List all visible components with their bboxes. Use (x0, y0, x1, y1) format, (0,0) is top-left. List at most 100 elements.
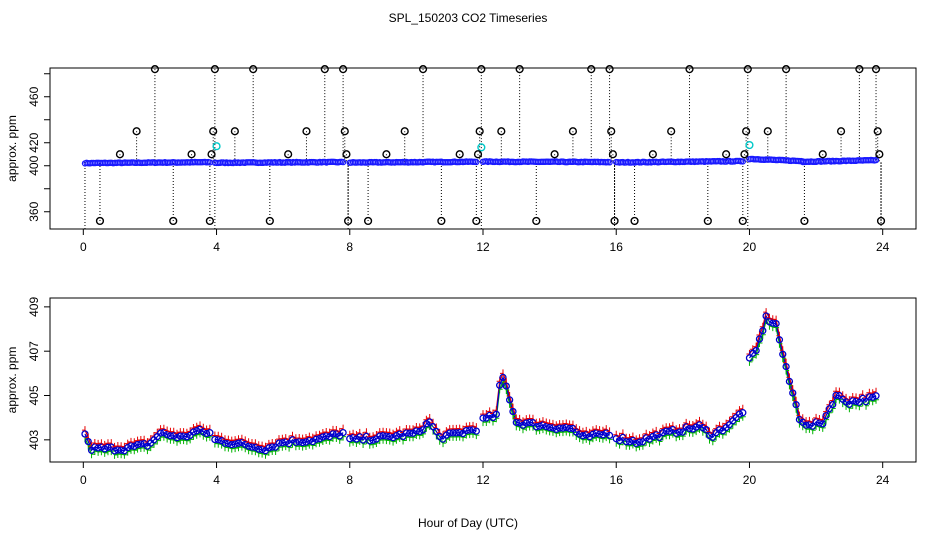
series-lower-point (589, 440, 593, 445)
series-mean-point (525, 418, 534, 427)
series-upper-point (513, 414, 517, 419)
series-mean-point (292, 438, 300, 446)
series-mean-point (499, 373, 507, 382)
series-upper-point (396, 426, 401, 431)
series-lower-point (605, 436, 610, 442)
series-mean-point (772, 319, 780, 328)
series-upper-point (499, 369, 504, 374)
series-mean-point (579, 432, 587, 440)
series-lower-point (848, 407, 853, 413)
series-mean-point (819, 420, 827, 428)
series-upper-point (329, 425, 334, 431)
series-upper-point (653, 426, 657, 432)
series-lower-point (752, 356, 756, 362)
series-upper-point (676, 424, 681, 429)
series-mean-point (659, 428, 667, 437)
panel-top-x-tick-label: 0 (80, 240, 87, 254)
series-upper-point (157, 425, 162, 430)
outlier-point (265, 216, 274, 226)
panel-top-frame (49, 67, 917, 230)
series-lower-point (722, 434, 726, 439)
series-upper-point (553, 421, 557, 426)
series-lower-point (642, 445, 646, 450)
series-mean-point (305, 436, 314, 445)
series-lower-point (692, 432, 696, 437)
series-upper-point (252, 439, 256, 444)
series-mean-point (755, 335, 764, 343)
series-mean-point (137, 440, 145, 448)
series-upper-point (753, 342, 757, 348)
series-upper-point (95, 439, 99, 445)
series-mean-point (469, 426, 477, 434)
series-upper-point (566, 420, 571, 425)
series-upper-point (275, 435, 280, 440)
series-lower-point (539, 429, 543, 435)
series-upper-point (200, 423, 204, 429)
series-upper-point (104, 439, 109, 444)
series-mean-point (509, 407, 517, 416)
series-upper-point (799, 414, 804, 419)
series-upper-point (793, 396, 797, 402)
series-mean-point (672, 429, 680, 437)
series-lower-point (792, 396, 796, 401)
series-mean-point (632, 439, 640, 448)
series-upper-point (376, 428, 381, 433)
panel-bottom-x-tick-label: 20 (743, 473, 757, 487)
series-lower-point (288, 447, 293, 452)
series-lower-point (295, 445, 299, 451)
series-mean-point (792, 401, 800, 409)
panel-bottom-y-tick-label: 403 (27, 430, 41, 450)
series-lower-point (625, 445, 630, 450)
series-lower-point (509, 403, 513, 408)
outlier-point (132, 127, 141, 136)
series-upper-point (248, 439, 253, 444)
series-upper-point (713, 424, 717, 430)
series-upper-point (826, 400, 830, 406)
series-lower-point (258, 452, 262, 458)
series-upper-point (193, 422, 198, 428)
series-mean-point (84, 437, 92, 446)
series-lower-point (137, 448, 141, 453)
series-lower-point (87, 445, 92, 450)
series-lower-point (662, 436, 666, 441)
series-mean-point (635, 438, 644, 446)
series-lower-point (312, 445, 316, 450)
outlier-point (472, 216, 481, 226)
series-mean-point (675, 428, 684, 436)
series-upper-point (649, 428, 654, 433)
series-lower-point (582, 439, 586, 444)
series-upper-point (81, 426, 86, 431)
series-upper-point (108, 439, 112, 444)
outlier-point (742, 127, 751, 136)
series-mean-point (802, 421, 810, 429)
series-lower-point (795, 408, 800, 413)
series-upper-point (197, 421, 201, 426)
series-mean-point (183, 433, 191, 441)
series-mean-point (295, 438, 303, 446)
outlier-point (800, 216, 809, 226)
series-lower-point (339, 439, 343, 444)
series-upper-point (386, 428, 391, 433)
series-upper-point (160, 424, 165, 430)
series-upper-point (769, 315, 774, 320)
series-upper-point (839, 391, 844, 396)
series-upper-point (340, 424, 344, 430)
series-mean-point (163, 430, 171, 439)
series-mean-point (625, 438, 634, 446)
series-mean-point (549, 424, 557, 432)
panel-bottom-x-tick-label: 24 (876, 473, 890, 487)
series-lower-point (375, 442, 380, 447)
series-mean-point (539, 421, 547, 429)
series-upper-point (506, 392, 511, 397)
series-upper-point (589, 426, 594, 431)
x-axis-label: Hour of Day (UTC) (418, 516, 518, 530)
outlier-point (703, 216, 712, 226)
outlier-point (608, 150, 618, 159)
series-lower-point (237, 446, 242, 452)
series-lower-point (349, 442, 353, 447)
series-upper-point (118, 442, 122, 447)
series-upper-point (603, 425, 607, 430)
series-lower-point (772, 326, 776, 332)
panel-top: approx. ppm 0 4 8 12 16 20 24 360 400 420 460 (5, 65, 917, 254)
series-mean-point (114, 446, 122, 454)
